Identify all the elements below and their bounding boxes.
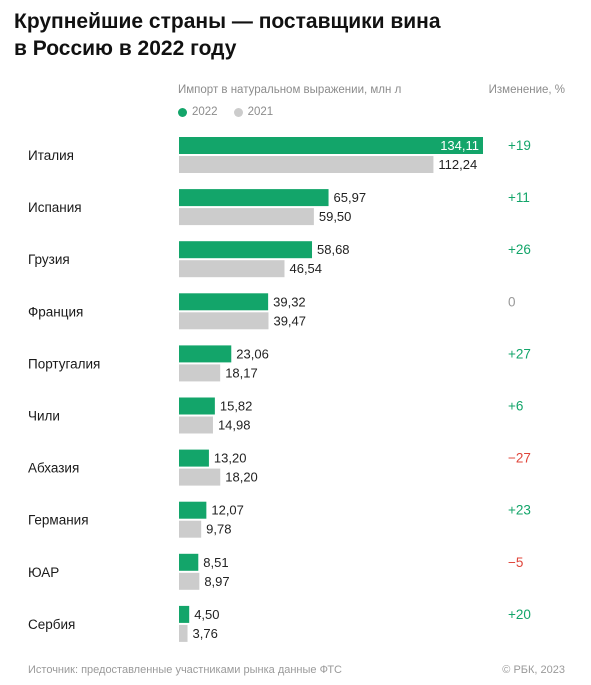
change-column-header: Изменение, % (488, 84, 565, 96)
change-value: +23 (508, 503, 531, 518)
change-value: +27 (508, 346, 531, 361)
bar-2021 (179, 572, 200, 590)
legend-label-2021: 2021 (247, 106, 274, 118)
legend-item-2022: 2022 (178, 106, 218, 118)
value-label-2022: 8,51 (203, 555, 228, 570)
bar-2021 (179, 520, 202, 538)
import-column-header: Импорт в натуральном выражении, млн л (178, 84, 402, 96)
bar-2021 (179, 208, 314, 226)
change-value: +26 (508, 242, 531, 257)
bar-2022 (179, 397, 215, 415)
value-label-2022: 134,11 (440, 138, 479, 153)
change-value: +19 (508, 138, 531, 153)
change-value: −27 (508, 451, 531, 466)
value-label-2022: 15,82 (220, 399, 253, 414)
bar-2022 (179, 137, 483, 154)
copyright-note: © РБК, 2023 (502, 664, 565, 676)
legend-swatch-2021 (233, 107, 243, 117)
value-label-2021: 59,50 (319, 209, 352, 224)
category-label: Абхазия (28, 461, 79, 476)
bar-2021 (179, 312, 269, 330)
value-label-2022: 23,06 (236, 346, 269, 361)
bar-2021 (179, 624, 188, 642)
value-label-2022: 13,20 (214, 451, 247, 466)
value-label-2021: 8,97 (204, 574, 229, 589)
title-line-1: Крупнейшие страны — поставщики вина (14, 10, 441, 33)
bar-2021 (179, 156, 434, 173)
bar-2022 (179, 293, 269, 311)
legend-swatch-2022 (178, 107, 187, 117)
value-label-2021: 39,47 (273, 313, 306, 328)
bar-2022 (179, 345, 232, 363)
value-label-2021: 9,78 (206, 522, 231, 537)
bar-2022 (179, 449, 209, 467)
bar-2022 (179, 189, 329, 207)
bar-2022 (179, 241, 313, 259)
value-label-2021: 18,17 (225, 365, 258, 380)
bar-2021 (179, 260, 285, 278)
category-label: Грузия (28, 252, 70, 267)
value-label-2022: 39,32 (273, 294, 306, 309)
value-label-2021: 46,54 (289, 261, 322, 276)
bar-2021 (179, 468, 221, 486)
change-value: 0 (508, 294, 516, 309)
legend-label-2022: 2022 (192, 106, 218, 118)
value-label-2021: 14,98 (218, 418, 251, 433)
change-value: +20 (508, 607, 531, 622)
bar-2022 (179, 553, 199, 571)
category-label: Франция (28, 304, 83, 319)
value-label-2021: 3,76 (193, 626, 218, 641)
change-value: +11 (508, 190, 530, 205)
category-label: Чили (28, 409, 60, 424)
source-note: Источник: предоставленные участниками ры… (28, 664, 342, 676)
bar-2021 (179, 416, 213, 434)
chart-title: Крупнейшие страны — поставщики вина в Ро… (14, 8, 574, 62)
value-label-2022: 65,97 (334, 190, 367, 205)
value-label-2022: 4,50 (194, 607, 219, 622)
legend: 2022 2021 (178, 106, 283, 118)
value-label-2021: 112,24 (438, 157, 477, 172)
change-value: +6 (508, 399, 523, 414)
value-label-2021: 18,20 (225, 470, 258, 485)
category-label: Испания (28, 200, 82, 215)
change-value: −5 (508, 555, 523, 570)
category-label: Италия (28, 148, 74, 163)
value-label-2022: 58,68 (317, 242, 350, 257)
title-line-2: в Россию в 2022 году (14, 37, 237, 60)
category-label: Португалия (28, 356, 100, 371)
value-label-2022: 12,07 (211, 503, 244, 518)
bar-2022 (179, 501, 207, 519)
category-label: Германия (28, 513, 89, 528)
category-label: Сербия (28, 617, 75, 632)
bar-2022 (179, 605, 190, 623)
bar-2021 (179, 364, 221, 382)
category-label: ЮАР (28, 565, 59, 580)
legend-item-2021: 2021 (233, 106, 274, 118)
